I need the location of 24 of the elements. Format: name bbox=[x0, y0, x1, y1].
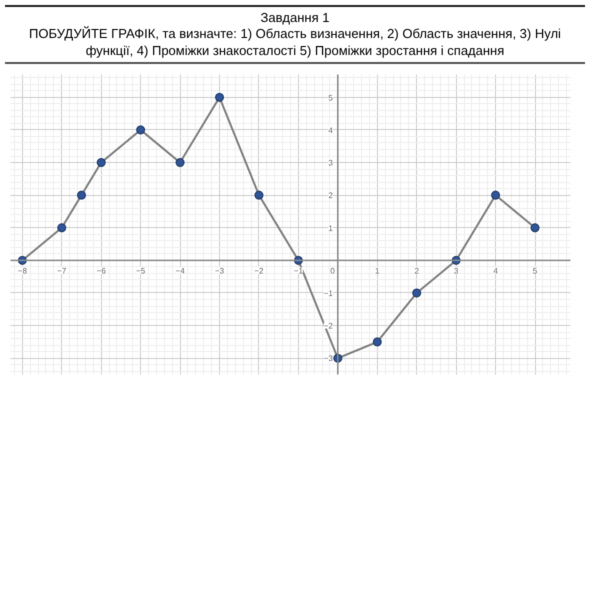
x-tick-label: −1 bbox=[294, 266, 304, 276]
y-tick-label: −1 bbox=[324, 288, 334, 298]
y-tick-label: 1 bbox=[328, 224, 334, 233]
y-tick-label: 5 bbox=[328, 93, 334, 102]
y-tick-label: 4 bbox=[328, 126, 334, 135]
x-tick-label: 5 bbox=[532, 266, 538, 276]
x-tick-label: −8 bbox=[18, 266, 28, 276]
x-tick-label: 3 bbox=[454, 266, 459, 276]
y-tick-label: 3 bbox=[328, 158, 334, 168]
x-tick-label: −3 bbox=[214, 266, 225, 276]
x-tick-label: 4 bbox=[493, 266, 498, 276]
x-tick-label: −5 bbox=[136, 266, 146, 276]
chart-subtitle: ПОБУДУЙТЕ ГРАФІК, та визначте: 1) Область визначення, 2) Область значення, 3) Нулі функції, 4) Проміжки знакосталості 5) Проміжки зростання і спадання bbox=[29, 26, 561, 58]
x-tick-label: −2 bbox=[254, 266, 264, 276]
y-tick-label: −2 bbox=[324, 321, 334, 330]
x-tick-label: −6 bbox=[96, 266, 106, 276]
x-tick-label: 1 bbox=[375, 266, 380, 276]
x-tick-label: −7 bbox=[57, 266, 67, 276]
x-tick-label: −4 bbox=[176, 266, 186, 276]
y-tick-label: 2 bbox=[328, 190, 334, 200]
x-tick-label: 0 bbox=[330, 266, 336, 276]
x-tick-label: 2 bbox=[414, 266, 420, 276]
y-tick-label: −3 bbox=[324, 354, 334, 363]
chart-title: Завдання 1 bbox=[260, 10, 330, 25]
